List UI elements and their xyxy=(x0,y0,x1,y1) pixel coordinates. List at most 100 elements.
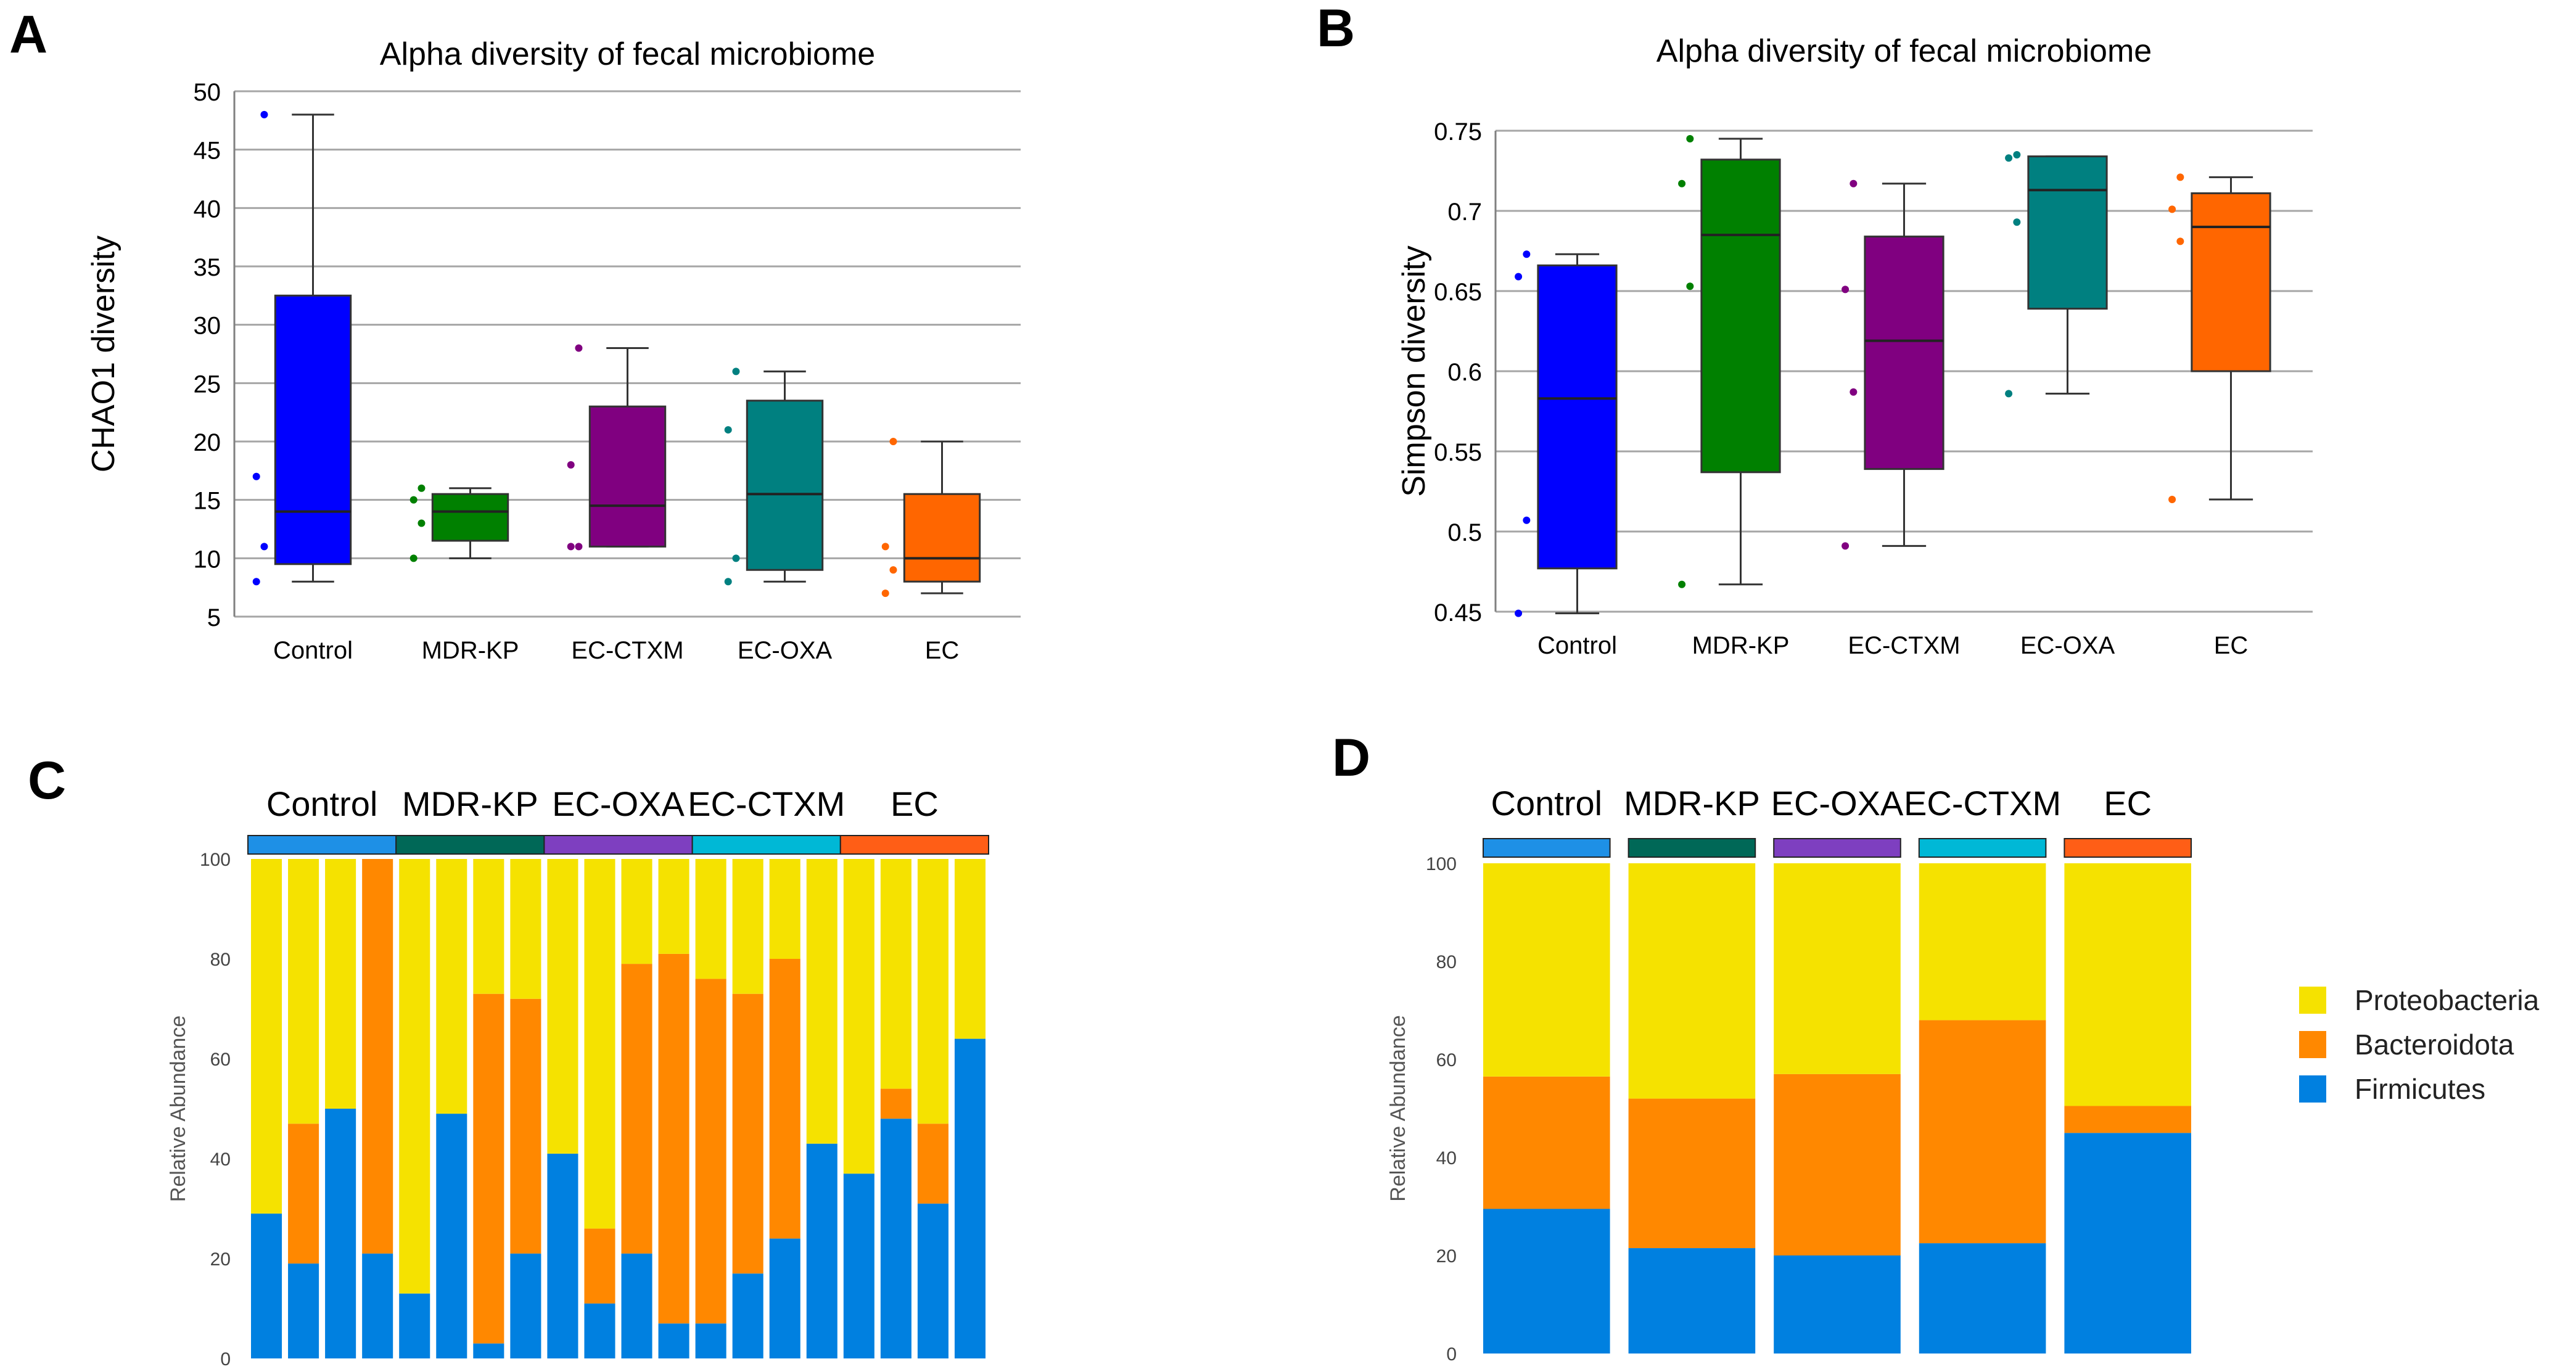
box-group-ec-oxa: EC-OXA xyxy=(724,368,833,664)
box-group-mdr-kp: MDR-KP xyxy=(1678,135,1789,659)
y-tick-label: 60 xyxy=(210,1050,231,1070)
y-tick-label: 80 xyxy=(1436,952,1457,972)
stacked-bar xyxy=(288,859,319,1358)
bar-segment-proteobacteria xyxy=(769,859,800,959)
bar-segment-firmicutes xyxy=(1774,1255,1901,1354)
y-tick-label: 25 xyxy=(194,371,221,398)
y-axis-label: Relative Abundance xyxy=(1386,1015,1410,1201)
data-point xyxy=(1686,135,1694,142)
data-point xyxy=(1850,388,1858,396)
y-tick-label: 50 xyxy=(194,79,221,106)
bar-segment-proteobacteria xyxy=(917,859,949,1124)
group-color-bar xyxy=(839,835,990,855)
bar-segment-bacteroidota xyxy=(362,859,393,1254)
data-point xyxy=(575,344,583,352)
box-group-ec-ctxm: EC-CTXM xyxy=(1841,179,1961,659)
panel-label: D xyxy=(1332,728,1370,787)
y-tick-label: 0.55 xyxy=(1434,439,1482,466)
panel-d: D 0 20 40 60 80 100 Relative Abundance Control MD… xyxy=(1332,728,2540,1365)
x-tick-label: EC-CTXM xyxy=(571,637,683,664)
x-tick-label: Control xyxy=(273,637,353,664)
stacked-bar xyxy=(621,859,652,1358)
y-tick-label: 40 xyxy=(194,195,221,223)
bar-segment-proteobacteria xyxy=(806,859,837,1144)
stacked-bar xyxy=(917,859,949,1358)
bar-segment-bacteroidota xyxy=(2064,1106,2191,1133)
bar-segment-bacteroidota xyxy=(621,964,652,1254)
chart-title: Alpha diversity of fecal microbiome xyxy=(380,36,875,72)
stacked-bar xyxy=(1628,863,1756,1354)
bar-segment-proteobacteria xyxy=(510,859,541,999)
group-label: MDR-KP xyxy=(402,784,538,823)
chart-title: Alpha diversity of fecal microbiome xyxy=(1656,33,2152,69)
bar-segment-proteobacteria xyxy=(547,859,578,1154)
data-point xyxy=(724,578,732,586)
group-label: EC-OXA xyxy=(1771,784,1904,823)
bar-segment-bacteroidota xyxy=(658,953,689,1324)
data-point xyxy=(2168,205,2176,213)
data-point xyxy=(2005,390,2013,398)
group-label: EC-CTXM xyxy=(688,784,845,823)
data-point xyxy=(418,484,426,492)
x-tick-label: EC-OXA xyxy=(738,637,833,664)
bar-segment-proteobacteria xyxy=(880,859,911,1089)
data-point xyxy=(2013,218,2021,226)
stacked-bar xyxy=(510,859,541,1358)
data-point xyxy=(881,589,889,598)
bar-segment-firmicutes xyxy=(325,1109,356,1358)
box xyxy=(2027,155,2108,310)
x-tick-label: MDR-KP xyxy=(1692,632,1790,659)
bar-segment-proteobacteria xyxy=(1774,863,1901,1074)
stacked-bar xyxy=(399,859,430,1358)
stacked-bar xyxy=(473,859,504,1358)
legend-label: Proteobacteria xyxy=(2355,984,2540,1016)
stacked-bar xyxy=(769,859,800,1358)
group-color-bar xyxy=(543,835,693,855)
bar-segment-firmicutes xyxy=(510,1253,541,1358)
y-tick-label: 0.6 xyxy=(1447,359,1482,386)
box-group-control: Control xyxy=(1515,250,1618,659)
box xyxy=(588,405,667,548)
box-group-ec: EC xyxy=(2168,173,2271,659)
group-label: Control xyxy=(1491,784,1603,823)
data-point xyxy=(2013,151,2021,158)
bar-group-mdr-kp: MDR-KP xyxy=(1624,784,1760,1354)
x-tick-label: Control xyxy=(1537,632,1617,659)
bar-group-ec-oxa: EC-OXA xyxy=(543,784,693,1358)
box xyxy=(746,400,824,571)
data-point xyxy=(724,426,732,434)
bar-segment-proteobacteria xyxy=(325,859,356,1109)
data-point xyxy=(1523,516,1531,524)
bar-segment-firmicutes xyxy=(1483,1209,1610,1354)
bar-segment-firmicutes xyxy=(2064,1133,2191,1354)
panel-label: B xyxy=(1317,0,1355,58)
y-tick-label: 20 xyxy=(1436,1246,1457,1267)
group-color-bar xyxy=(247,835,397,855)
stacked-bar xyxy=(362,859,393,1358)
bar-segment-proteobacteria xyxy=(251,859,282,1214)
bar-segment-proteobacteria xyxy=(658,859,689,954)
bar-group-mdr-kp: MDR-KP xyxy=(395,784,545,1358)
data-point xyxy=(1841,542,1850,550)
stacked-bar xyxy=(732,859,763,1358)
bar-segment-firmicutes xyxy=(473,1343,504,1358)
box xyxy=(431,493,509,542)
bar-segment-firmicutes xyxy=(584,1303,615,1358)
data-point xyxy=(889,566,897,574)
box xyxy=(1700,158,1781,474)
stacked-bar xyxy=(251,859,282,1358)
box xyxy=(274,294,352,565)
bar-segment-firmicutes xyxy=(917,1203,949,1358)
box xyxy=(2191,192,2271,372)
group-color-bar xyxy=(2064,838,2192,858)
bar-segment-firmicutes xyxy=(362,1253,393,1358)
y-tick-label: 45 xyxy=(194,138,221,165)
data-point xyxy=(575,543,583,551)
data-point xyxy=(1678,179,1686,187)
bar-segment-proteobacteria xyxy=(288,859,319,1124)
data-point xyxy=(2176,237,2184,245)
box xyxy=(1537,264,1618,570)
data-point xyxy=(732,554,740,562)
bar-segment-firmicutes xyxy=(288,1263,319,1358)
bar-segment-proteobacteria xyxy=(436,859,467,1114)
